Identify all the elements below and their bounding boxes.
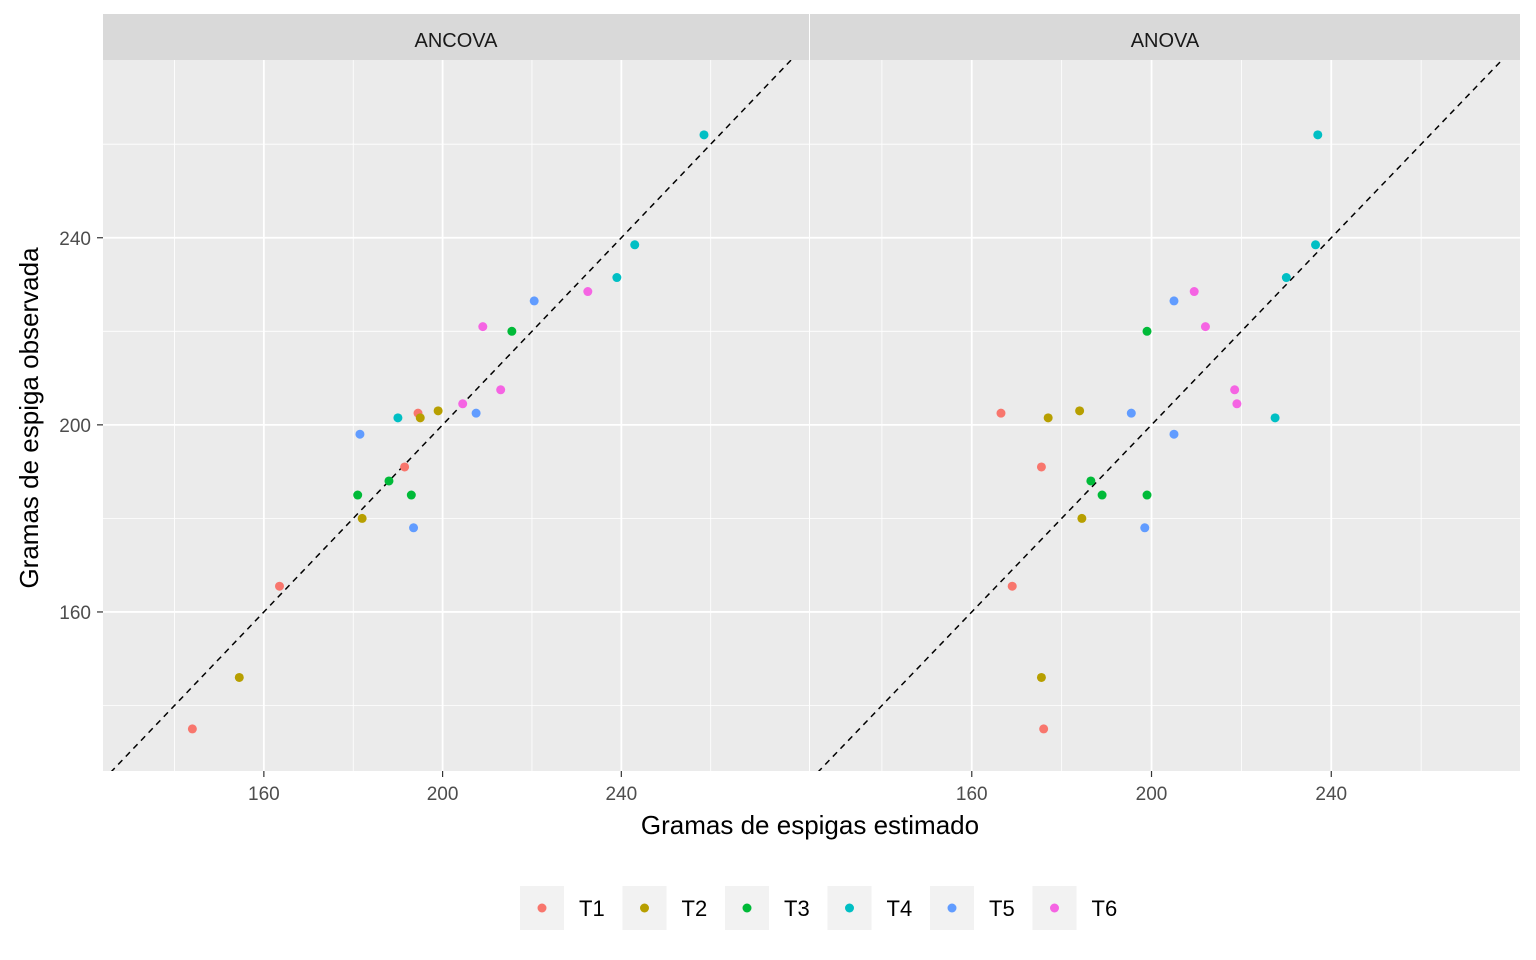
data-point-t3: [406, 490, 416, 500]
data-point-t2: [357, 513, 367, 523]
data-point-t5: [1169, 296, 1179, 306]
data-point-t5: [355, 429, 365, 439]
data-point-t1: [1036, 462, 1046, 472]
x-tick-label: 200: [1136, 784, 1168, 805]
identity-reference-line: [110, 60, 793, 771]
legend-key-point: [1050, 903, 1059, 913]
x-axis-title: Gramas de espigas estimado: [641, 810, 979, 840]
data-point-t3: [507, 326, 517, 336]
data-point-t1: [1007, 581, 1017, 591]
data-points: [187, 130, 709, 734]
legend-item-t4: T4: [827, 886, 913, 930]
panels: ANCOVA 160 200 240 160 200 240 ANOVA 160 200 240: [59, 14, 1520, 805]
data-point-t6: [496, 385, 506, 395]
panel-background: [810, 60, 1520, 771]
data-point-t1: [1039, 724, 1049, 734]
data-point-t3: [1142, 490, 1152, 500]
data-point-t1: [996, 408, 1006, 418]
legend-key-point: [537, 903, 547, 913]
data-point-t5: [409, 523, 419, 533]
legend: T1 T2 T3 T4 T5 T6: [520, 886, 1117, 930]
legend-key-point: [640, 903, 649, 913]
y-axis-title: Gramas de espiga observada: [14, 247, 44, 589]
data-point-t5: [1126, 408, 1136, 418]
data-point-t5: [529, 296, 539, 306]
data-point-t1: [275, 581, 284, 591]
data-point-t4: [1270, 413, 1280, 423]
data-point-t3: [1142, 326, 1152, 336]
legend-label: T3: [784, 896, 810, 921]
legend-key-point: [947, 903, 957, 913]
legend-key-point: [845, 903, 854, 913]
data-point-t3: [384, 476, 394, 486]
x-tick-label: 240: [605, 784, 637, 805]
x-tick-label: 160: [956, 784, 988, 805]
facet-strip-label: ANCOVA: [415, 30, 499, 52]
data-point-t6: [1200, 322, 1210, 332]
y-tick-label: 240: [59, 229, 91, 250]
data-point-t2: [1077, 513, 1087, 523]
data-point-t4: [612, 273, 622, 283]
data-point-t2: [1043, 413, 1053, 423]
data-point-t6: [583, 287, 593, 297]
data-point-t3: [1086, 476, 1096, 486]
data-point-t5: [1169, 429, 1179, 439]
data-point-t4: [1313, 130, 1323, 140]
x-tick-label: 240: [1315, 784, 1347, 805]
data-point-t3: [1097, 490, 1107, 500]
legend-label: T1: [579, 896, 605, 921]
legend-item-t2: T2: [622, 886, 708, 930]
data-point-t1: [400, 462, 410, 472]
panel-anova: ANOVA 160 200 240: [810, 14, 1520, 805]
legend-label: T4: [887, 896, 913, 921]
facet-strip: [810, 14, 1520, 60]
x-tick-label: 160: [248, 784, 280, 805]
panel-background: [103, 60, 809, 771]
panel-ancova: ANCOVA 160 200 240 160 200 240: [59, 14, 809, 805]
data-point-t2: [433, 406, 443, 416]
data-point-t1: [187, 724, 197, 734]
data-point-t6: [458, 399, 468, 409]
data-point-t4: [630, 240, 640, 250]
data-point-t4: [1281, 273, 1291, 283]
legend-label: T5: [989, 896, 1015, 921]
legend-key-point: [742, 903, 752, 913]
data-point-t4: [1311, 240, 1321, 250]
axis-titles: Gramas de espigas estimado Gramas de esp…: [14, 247, 979, 840]
facet-strip: [103, 14, 809, 60]
data-point-t5: [471, 408, 481, 418]
data-point-t6: [1232, 399, 1242, 409]
legend-item-t6: T6: [1032, 886, 1118, 930]
legend-label: T6: [1092, 896, 1118, 921]
data-point-t6: [1230, 385, 1240, 395]
legend-item-t3: T3: [725, 886, 810, 930]
legend-label: T2: [682, 896, 708, 921]
identity-reference-line: [817, 60, 1504, 771]
legend-item-t5: T5: [930, 886, 1015, 930]
y-tick-label: 160: [59, 603, 91, 624]
data-point-t5: [1140, 523, 1150, 533]
data-point-t3: [353, 490, 363, 500]
data-point-t2: [234, 672, 244, 682]
legend-item-t1: T1: [520, 886, 605, 930]
data-point-t4: [393, 413, 403, 423]
data-points: [996, 130, 1323, 734]
data-point-t6: [478, 322, 488, 332]
facet-strip-label: ANOVA: [1131, 30, 1200, 52]
data-point-t4: [699, 130, 709, 140]
y-tick-label: 200: [59, 416, 91, 437]
data-point-t6: [1189, 287, 1199, 297]
gridlines: [103, 60, 809, 771]
gridlines: [810, 60, 1520, 771]
x-tick-label: 200: [427, 784, 459, 805]
data-point-t2: [1036, 672, 1046, 682]
data-point-t2: [1075, 406, 1085, 416]
data-point-t2: [415, 413, 425, 423]
